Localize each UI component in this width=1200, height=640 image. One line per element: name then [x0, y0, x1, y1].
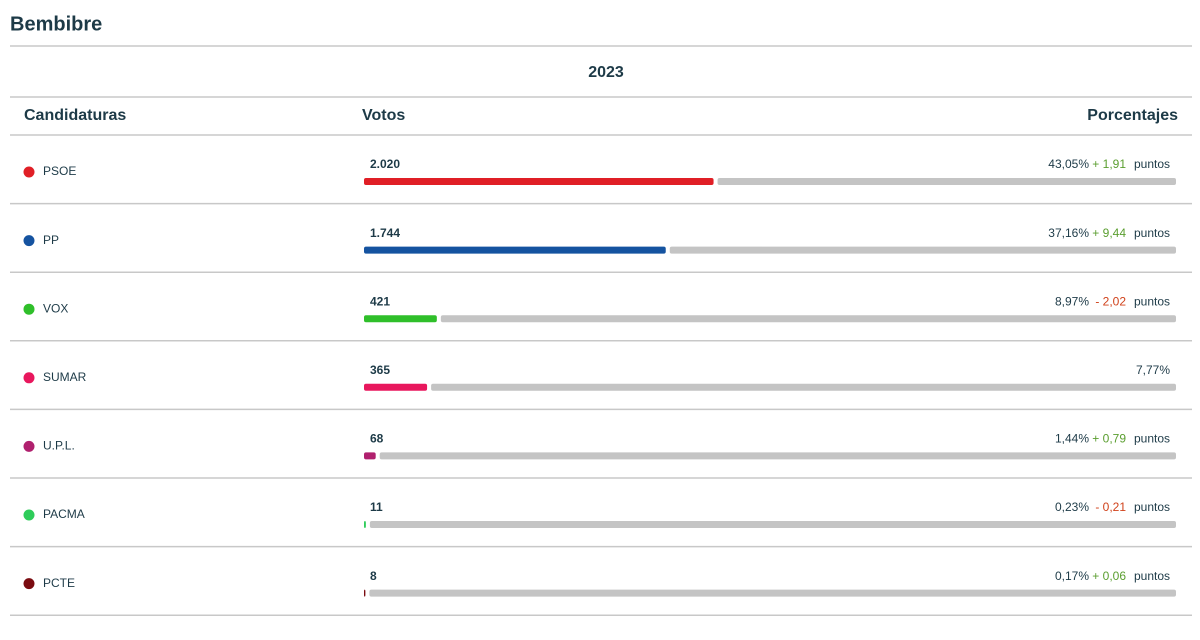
percent: 8,97% [1055, 294, 1089, 308]
percent-bar [364, 589, 366, 597]
votes: 68 [370, 432, 384, 446]
party-name: PSOE [43, 164, 76, 178]
column-header: Votos [362, 107, 405, 124]
change: + 9,44 [1092, 226, 1126, 240]
bar-track [669, 246, 1176, 254]
party-dot [23, 440, 35, 452]
percent: 7,77% [1136, 363, 1170, 377]
percent: 0,17% [1055, 569, 1089, 583]
bar-track [440, 315, 1176, 323]
change-unit: puntos [1134, 500, 1170, 514]
party-name: PACMA [43, 507, 85, 521]
party-name: PCTE [43, 576, 75, 590]
party-name: PP [43, 233, 59, 247]
change-unit: puntos [1134, 226, 1170, 240]
votes: 1.744 [370, 226, 400, 240]
party-name: VOX [43, 301, 68, 315]
party-dot [23, 578, 35, 590]
column-header: Candidaturas [24, 107, 126, 124]
change: + 1,91 [1092, 157, 1126, 171]
bar-track [369, 521, 1176, 528]
title: Bembibre [10, 13, 102, 35]
votes: 365 [370, 363, 390, 377]
party-dot [23, 166, 35, 178]
percent-bar [364, 383, 428, 391]
percent: 0,23% [1055, 500, 1089, 514]
bar-track [379, 452, 1176, 460]
percent-bar [364, 521, 366, 528]
change: - 0,21 [1095, 500, 1126, 514]
change: + 0,06 [1092, 569, 1126, 583]
change-unit: puntos [1134, 294, 1170, 308]
percent-bar [364, 178, 714, 185]
percent: 37,16% [1048, 226, 1089, 240]
percent-bar [364, 452, 376, 460]
change-unit: puntos [1134, 432, 1170, 446]
percent-bar [364, 315, 437, 323]
party-dot [23, 372, 35, 384]
bar-track [431, 383, 1176, 391]
percent-bar [364, 246, 666, 254]
votes: 11 [370, 500, 383, 514]
party-dot [23, 509, 35, 521]
change-unit: puntos [1134, 157, 1170, 171]
change-unit: puntos [1134, 569, 1170, 583]
votes: 2.020 [370, 157, 400, 171]
column-header: Porcentajes [1087, 107, 1178, 124]
change: - 2,02 [1095, 294, 1126, 308]
year: 2023 [588, 64, 624, 81]
votes: 8 [370, 569, 377, 583]
party-name: SUMAR [43, 370, 87, 384]
party-name: U.P.L. [43, 439, 75, 453]
percent: 43,05% [1048, 157, 1089, 171]
change: + 0,79 [1092, 432, 1126, 446]
bar-track [369, 589, 1177, 597]
votes: 421 [370, 294, 390, 308]
bar-track [717, 178, 1176, 185]
percent: 1,44% [1055, 432, 1089, 446]
party-dot [23, 235, 35, 247]
party-dot [23, 303, 35, 315]
